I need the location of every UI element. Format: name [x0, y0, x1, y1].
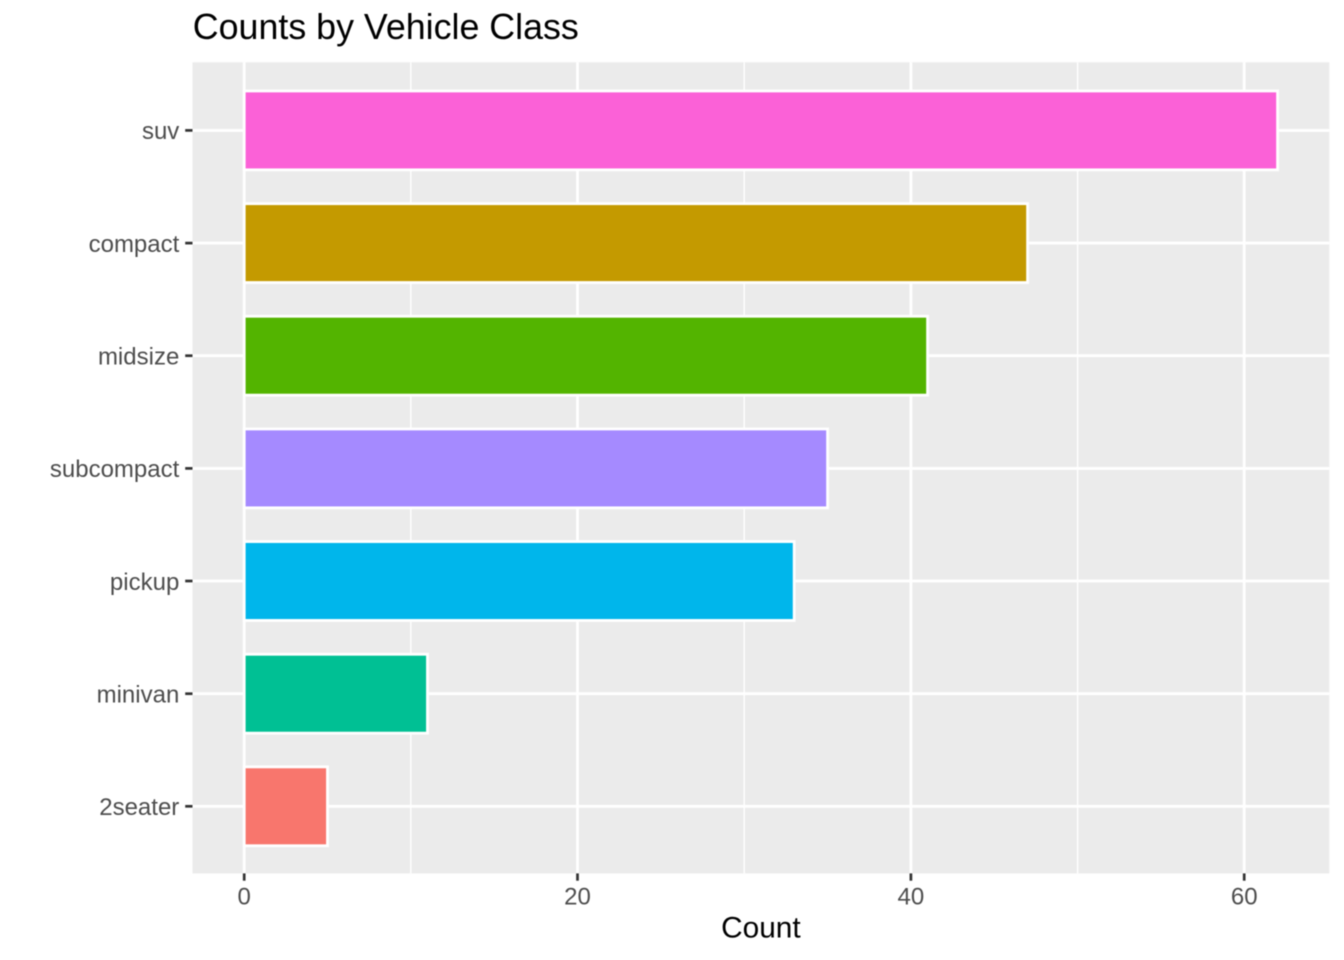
svg-text:Count: Count: [721, 912, 801, 945]
svg-text:suv: suv: [142, 118, 179, 145]
svg-text:0: 0: [238, 884, 251, 911]
svg-text:20: 20: [564, 884, 591, 911]
svg-text:compact: compact: [89, 231, 180, 258]
svg-text:minivan: minivan: [97, 682, 180, 709]
svg-text:midsize: midsize: [98, 344, 179, 371]
svg-text:subcompact: subcompact: [50, 456, 180, 483]
svg-text:60: 60: [1231, 884, 1258, 911]
svg-text:40: 40: [898, 884, 925, 911]
svg-text:2seater: 2seater: [99, 794, 179, 821]
svg-text:Counts by Vehicle Class: Counts by Vehicle Class: [193, 7, 579, 47]
svg-text:pickup: pickup: [110, 569, 179, 596]
